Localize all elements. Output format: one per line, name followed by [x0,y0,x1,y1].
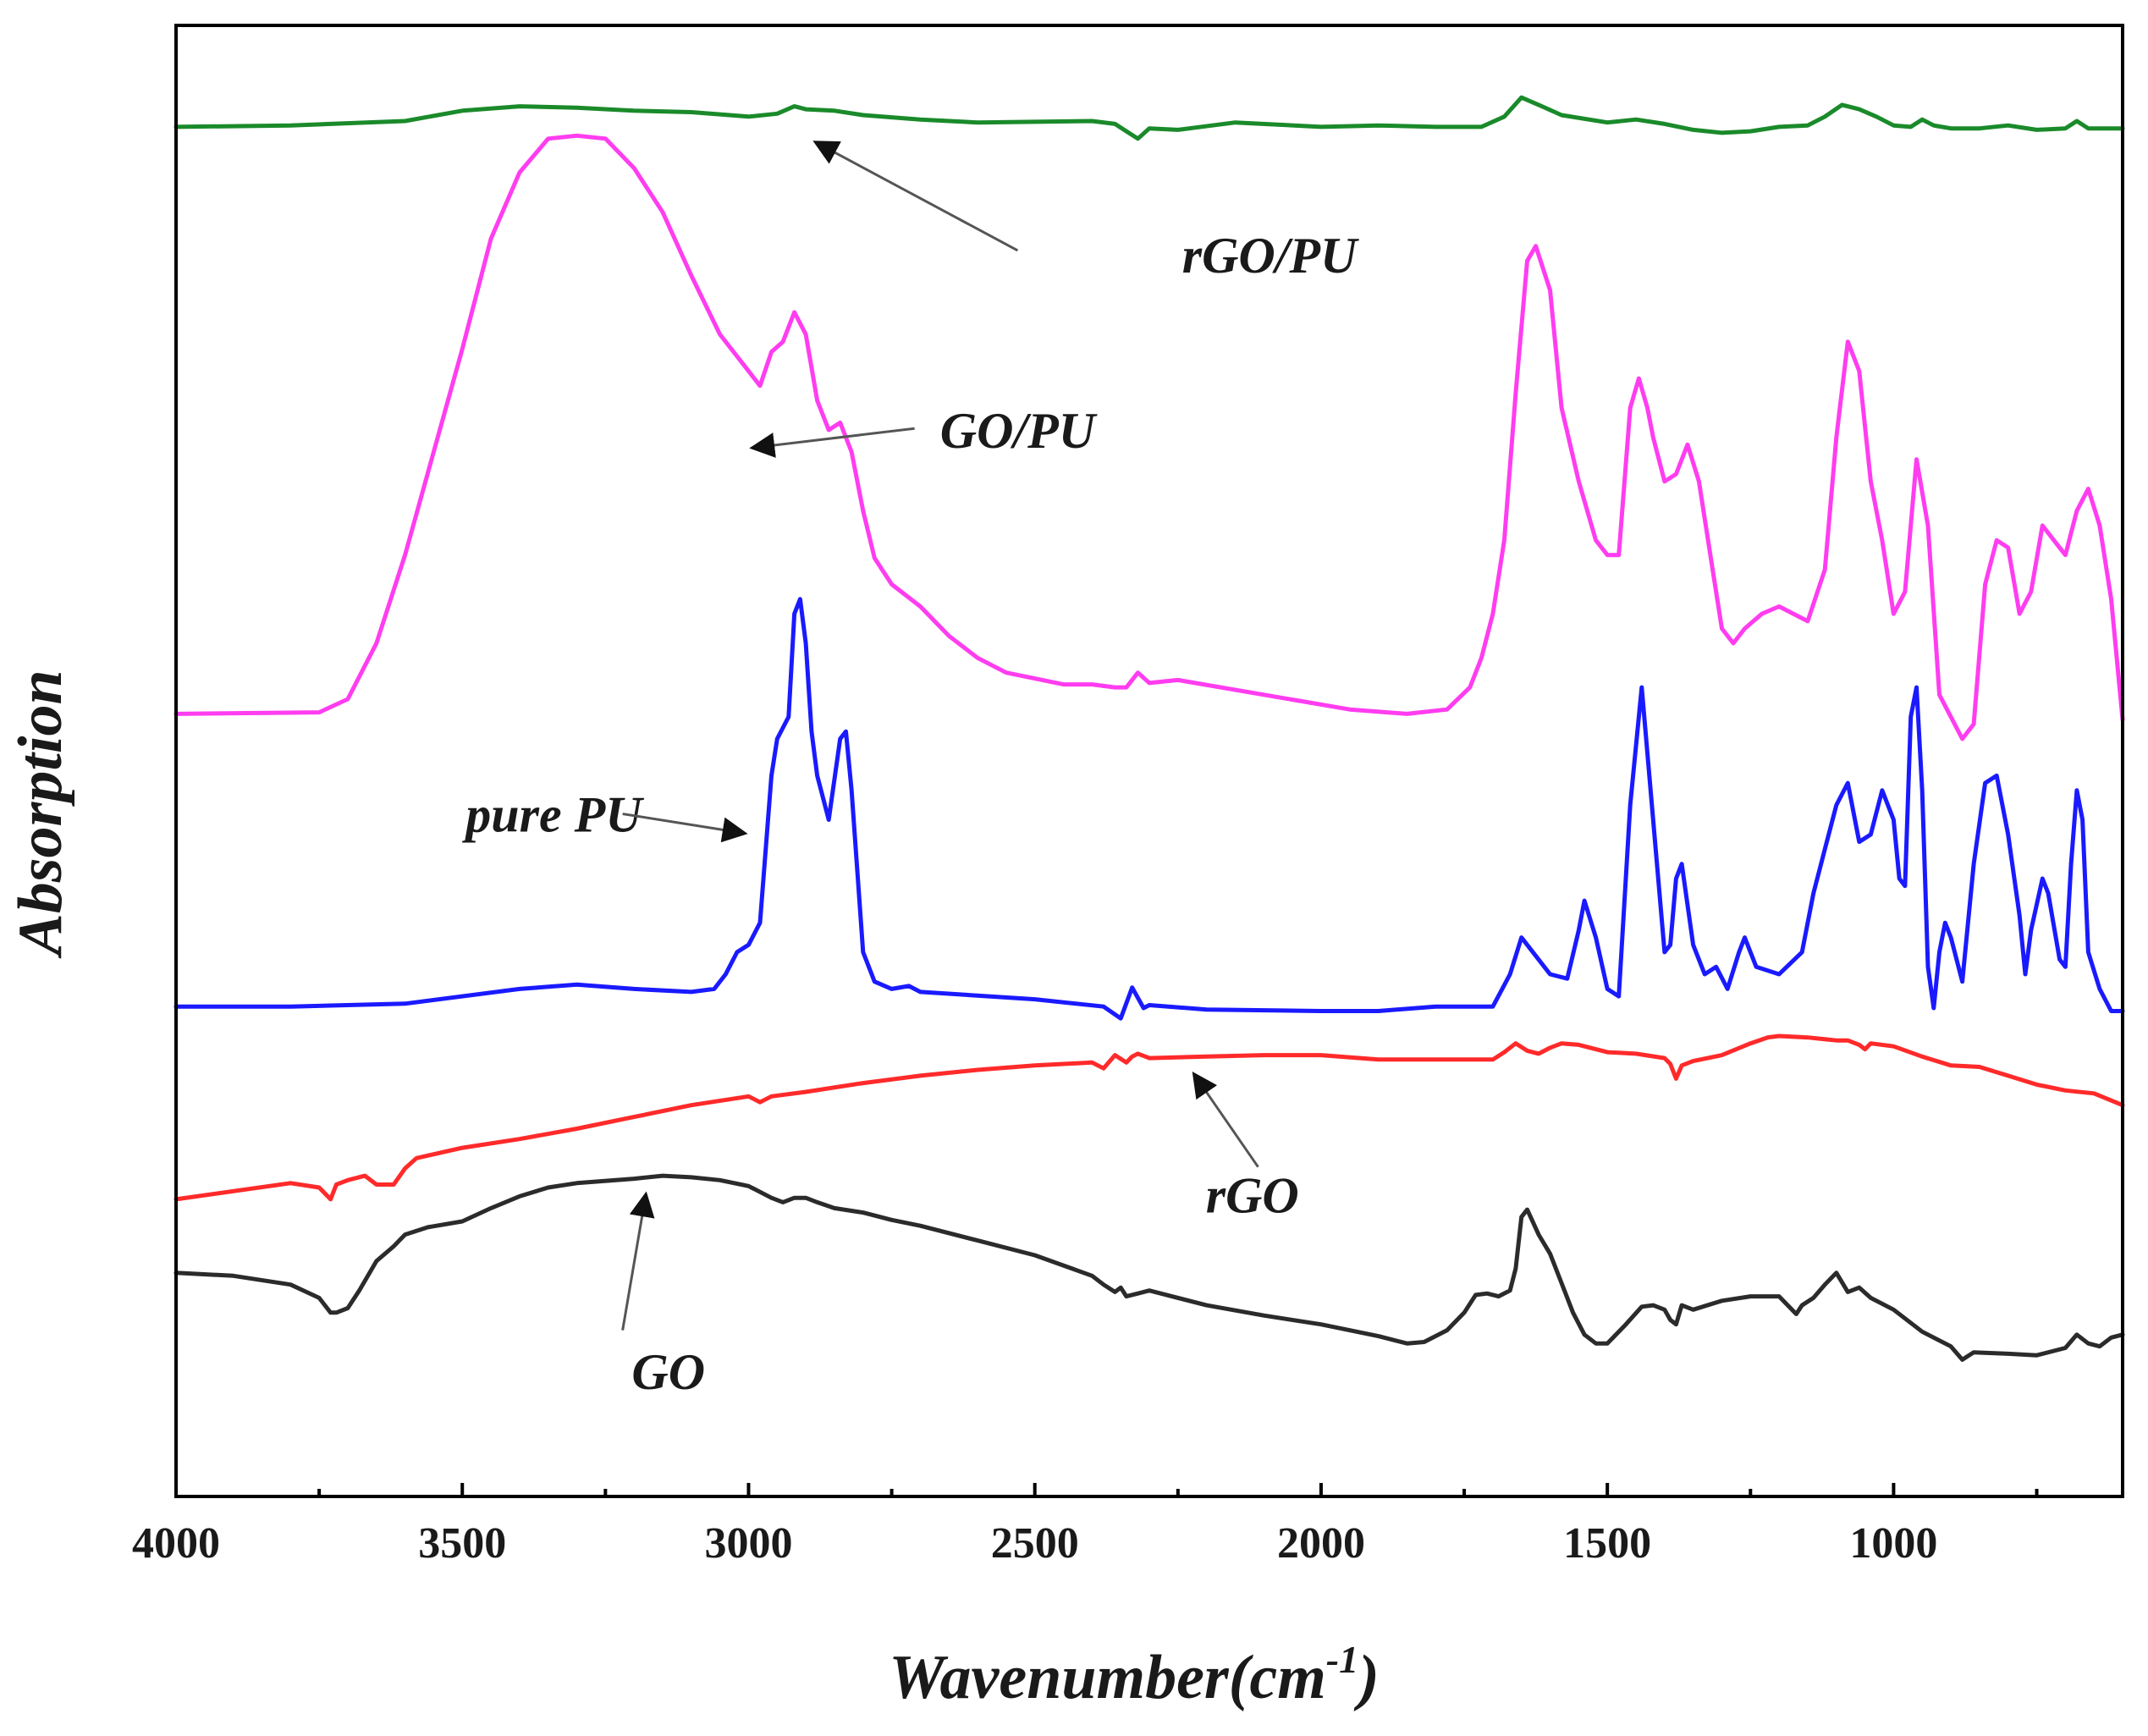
x-axis-title-suffix: ) [1353,1643,1380,1712]
series-line-rgo [173,1033,2125,1202]
x-tick-label-1500: 1500 [1563,1519,1651,1568]
series-line-go-pu [173,133,2125,741]
annotation-rgo-pu: rGO/PU [1182,228,1359,284]
annotation-layer: rGO/PU GO/PU pure PU rGO GO [461,141,1359,1400]
x-axis-ticks: 4000 3500 3000 2500 2000 1500 1000 [132,1483,2039,1568]
annotation-arrow-go [621,1191,655,1331]
annotation-pure-pu: pure PU [461,786,644,842]
annotation-arrow-rgo-pu [812,141,1019,252]
series-line-rgo-pu [173,95,2125,141]
series-line-go [173,1173,2125,1362]
annotation-rgo: rGO [1206,1168,1299,1224]
annotation-go-pu: GO/PU [940,403,1098,459]
plot-frame [174,24,2124,1498]
x-axis-title-main: Wavenumber(cm [889,1643,1326,1712]
annotation-arrow-rgo [1192,1071,1259,1168]
annotation-go: GO [631,1344,705,1400]
x-tick-label-3500: 3500 [418,1519,506,1568]
x-tick-label-2500: 2500 [991,1519,1079,1568]
annotation-arrow-pure-pu [622,813,748,843]
annotation-arrow-go-pu [749,427,915,458]
x-axis-title-superscript: -1 [1326,1638,1358,1681]
x-tick-label-4000: 4000 [132,1519,220,1568]
y-axis-title: Absorption [6,670,75,958]
series-layer [173,95,2125,1362]
x-tick-label-2000: 2000 [1277,1519,1365,1568]
x-tick-label-3000: 3000 [704,1519,792,1568]
x-tick-label-1000: 1000 [1849,1519,1937,1568]
series-line-pure-pu [173,597,2125,1021]
x-axis-title: Wavenumber(cm-1) [889,1638,1380,1712]
